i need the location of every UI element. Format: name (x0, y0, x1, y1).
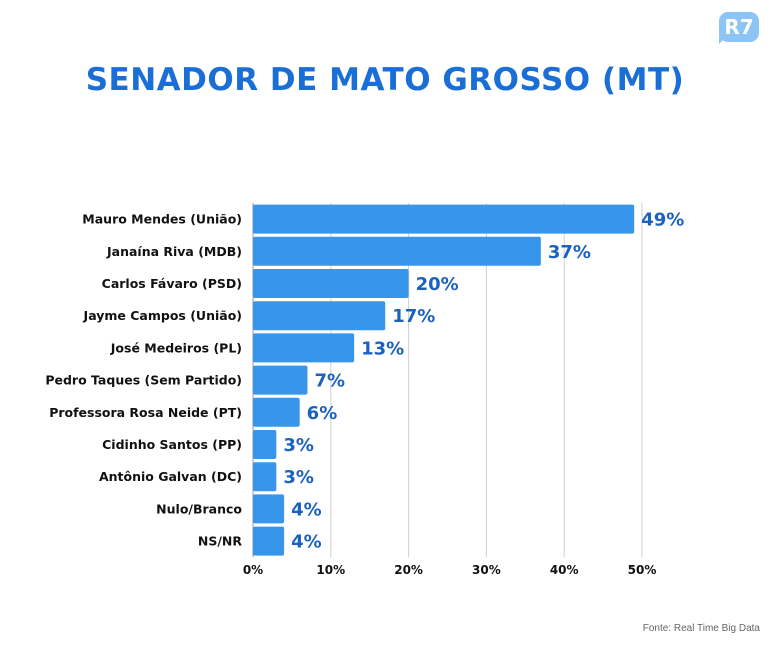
bar (253, 236, 541, 266)
value-label: 4% (291, 499, 322, 520)
bar (253, 526, 285, 556)
x-tick-label: 0% (243, 563, 263, 577)
category-label: Jayme Campos (União) (83, 308, 242, 323)
category-label: Mauro Mendes (União) (82, 212, 242, 227)
bar (253, 301, 386, 331)
bar (253, 269, 409, 298)
bar (253, 333, 355, 363)
chart-title: SENADOR DE MATO GROSSO (MT) (85, 62, 685, 98)
value-label: 3% (283, 467, 314, 488)
category-label: José Medeiros (PL) (110, 340, 242, 355)
bar (253, 494, 285, 524)
bar (253, 430, 277, 459)
category-label: Antônio Galvan (DC) (99, 469, 242, 484)
value-label: 7% (314, 371, 345, 392)
bar (253, 365, 308, 395)
category-label: Janaína Riva (MDB) (106, 244, 242, 259)
category-label: Carlos Fávaro (PSD) (102, 276, 242, 291)
x-tick-label: 50% (628, 563, 657, 577)
source-note: Fonte: Real Time Big Data (642, 623, 760, 634)
value-label: 13% (361, 338, 404, 359)
bar (253, 204, 635, 234)
value-label: 6% (307, 403, 338, 424)
x-tick-label: 30% (472, 563, 501, 577)
category-label: NS/NR (198, 534, 242, 549)
category-label: Cidinho Santos (PP) (102, 437, 242, 452)
bar (253, 397, 300, 427)
value-label: 4% (291, 532, 322, 553)
logo-tail (719, 36, 727, 44)
value-label: 49% (641, 210, 684, 231)
bar (253, 462, 277, 492)
x-tick-label: 10% (316, 563, 345, 577)
value-label: 3% (283, 435, 314, 456)
category-label: Pedro Taques (Sem Partido) (45, 373, 242, 388)
value-label: 20% (416, 274, 459, 295)
x-tick-label: 20% (394, 563, 423, 577)
value-label: 37% (548, 242, 591, 263)
value-label: 17% (392, 306, 435, 327)
category-label: Professora Rosa Neide (PT) (49, 405, 242, 420)
category-label: Nulo/Branco (156, 501, 242, 516)
x-tick-label: 40% (550, 563, 579, 577)
